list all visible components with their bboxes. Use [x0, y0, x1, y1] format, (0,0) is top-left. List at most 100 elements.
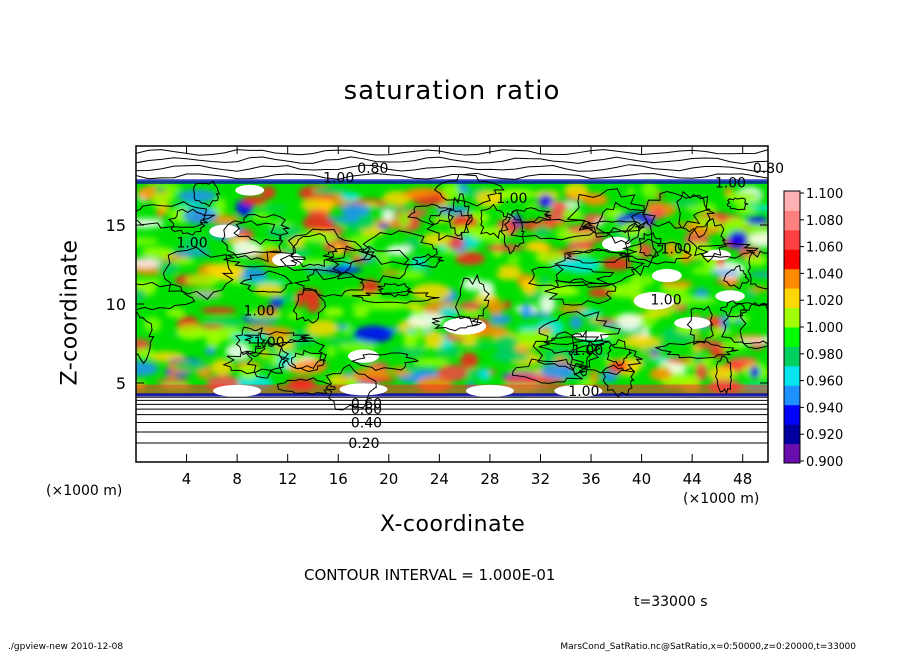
- contour-loop-66: [136, 311, 155, 365]
- colorbar-swatch-13: [784, 191, 800, 211]
- colorbar-swatch-6: [784, 327, 800, 347]
- contour-upper-3: [136, 149, 768, 156]
- contour-label-10: 1.00: [243, 303, 274, 319]
- contour-loop-67: [676, 190, 715, 239]
- contour-loop-16: [434, 173, 505, 207]
- x-tick-label-0: 4: [182, 470, 192, 488]
- colorbar-swatch-9: [784, 268, 800, 289]
- contour-loop-69: [510, 216, 595, 241]
- colorbar-swatch-1: [784, 424, 800, 445]
- contour-loop-12: [723, 264, 750, 290]
- colorbar-label-9: 0.920: [806, 428, 843, 443]
- contour-label-0: 0.20: [348, 436, 379, 452]
- contour-loop-48: [538, 311, 621, 345]
- contour-loop-4: [222, 350, 290, 375]
- colorbar-label-3: 1.040: [806, 267, 843, 282]
- colorbar-swatch-8: [784, 288, 800, 309]
- contour-loop-10: [688, 217, 728, 263]
- contour-loop-30: [351, 290, 440, 304]
- x-unit-label-left: (×1000 m): [46, 483, 123, 499]
- x-axis-ticks: 4 8 12 16 20 24 28 32 36 40 44 48: [182, 146, 752, 488]
- contour-label-4: 0.80: [357, 161, 388, 177]
- contour-loop-14: [719, 300, 747, 318]
- contour-loop-19: [292, 287, 327, 324]
- colorbar-label-8: 0.940: [806, 401, 843, 416]
- contour-loop-22: [276, 377, 336, 396]
- contour-loop-31: [726, 197, 749, 211]
- contour-loop-63: [448, 193, 472, 237]
- contour-loop-20: [697, 243, 760, 259]
- contour-label-6: 1.00: [323, 171, 354, 187]
- contour-loop-49: [739, 302, 768, 345]
- contour-labels: 0.200.400.600.600.80 0.801.00 1.001.001.00…: [176, 161, 784, 452]
- contour-loop-46: [571, 340, 643, 376]
- x-unit-label-right: (×1000 m): [683, 491, 760, 507]
- contour-loop-11: [686, 305, 714, 345]
- contour-loop-15: [638, 232, 664, 258]
- contour-loop-13: [278, 337, 327, 370]
- colorbar-swatch-10: [784, 249, 800, 270]
- contour-upper-0: [136, 172, 768, 180]
- contour-label-8: 1.00: [496, 191, 527, 207]
- contour-loop-33: [221, 220, 284, 263]
- x-tick-label-6: 28: [480, 470, 499, 488]
- colorbar-swatch-3: [784, 385, 800, 406]
- contour-loop-60: [581, 220, 645, 234]
- colorbar-swatch-11: [784, 229, 800, 250]
- contour-loop-37: [245, 339, 290, 379]
- colorbar-label-7: 0.960: [806, 375, 843, 390]
- x-tick-label-11: 48: [733, 470, 752, 488]
- chart-title: saturation ratio: [343, 76, 561, 106]
- contour-loop-65: [136, 281, 196, 311]
- x-tick-label-7: 32: [531, 470, 550, 488]
- colorbar-swatch-12: [784, 210, 800, 231]
- contour-interval-text: CONTOUR INTERVAL = 1.000E-01: [304, 566, 556, 584]
- contour-upper-1: [136, 164, 768, 172]
- contour-loop-41: [511, 358, 589, 384]
- contour-loop-56: [350, 352, 419, 371]
- contour-label-3: 0.60: [351, 397, 382, 413]
- contour-loop-64: [136, 201, 216, 229]
- x-tick-label-3: 16: [329, 470, 348, 488]
- contour-loop-53: [654, 340, 739, 359]
- contour-loop-32: [329, 245, 410, 283]
- contour-loop-61: [223, 250, 306, 268]
- contour-loop-45: [233, 213, 290, 246]
- x-tick-label-5: 24: [430, 470, 449, 488]
- contour-label-14: 1.00: [661, 242, 692, 258]
- contour-loop-35: [193, 180, 221, 207]
- x-axis-label: X-coordinate: [380, 512, 526, 537]
- contour-label-7: 1.00: [715, 175, 746, 191]
- contour-loop-43: [480, 203, 512, 240]
- x-tick-label-9: 40: [632, 470, 651, 488]
- colorbar-label-5: 1.000: [806, 321, 843, 336]
- colorbar-label-1: 1.080: [806, 214, 843, 229]
- x-tick-label-10: 44: [683, 470, 702, 488]
- footer-left: ./gpview-new 2010-12-08: [8, 642, 124, 652]
- x-tick-label-4: 20: [379, 470, 398, 488]
- contour-label-9: 1.00: [176, 235, 207, 251]
- contour-loop-50: [239, 270, 294, 293]
- contour-loop-47: [566, 188, 645, 238]
- colorbar-label-4: 1.020: [806, 294, 843, 309]
- contour-loop-23: [565, 249, 633, 264]
- contour-upper-2: [136, 156, 768, 165]
- contour-loop-28: [454, 273, 490, 327]
- contour-loop-7: [243, 331, 313, 346]
- colorbar-swatch-7: [784, 307, 800, 328]
- contour-loop-39: [362, 230, 438, 266]
- colorbar-swatch-5: [784, 346, 800, 367]
- y-tick-label-2: 15: [106, 216, 126, 235]
- y-tick-label-1: 10: [106, 295, 126, 314]
- colorbar-swatch-0: [784, 443, 800, 464]
- y-axis-label: Z-coordinate: [57, 239, 83, 386]
- x-tick-label-8: 36: [581, 470, 600, 488]
- contour-loop-27: [290, 233, 338, 268]
- contour-loop-17: [167, 208, 208, 236]
- contour-loop-21: [290, 349, 326, 373]
- time-text: t=33000 s: [634, 594, 708, 610]
- contour-loop-18: [624, 221, 660, 277]
- contour-label-1: 0.40: [351, 416, 382, 432]
- contour-lines: [136, 149, 768, 444]
